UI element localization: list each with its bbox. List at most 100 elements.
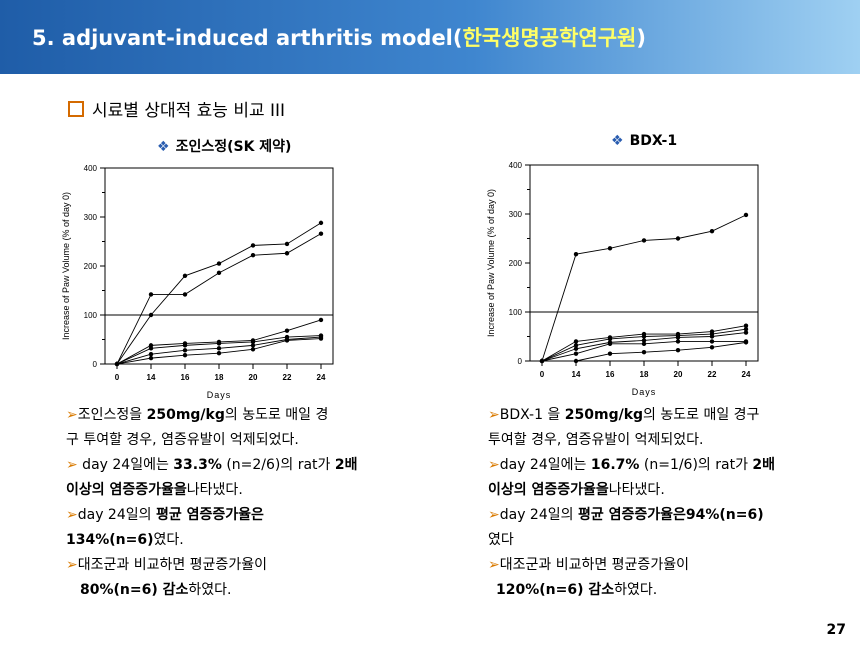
- right-note-4b: 120%(n=6) 감소하였다.: [488, 578, 828, 603]
- x-tick-label: 22: [708, 370, 717, 379]
- x-tick-label: 18: [215, 373, 224, 382]
- data-point: [743, 323, 749, 328]
- note-text: 였다.: [153, 532, 184, 548]
- data-point: [641, 334, 647, 339]
- note-bold: 33.3%: [173, 457, 222, 473]
- left-chart-title: ❖ 조인스정(SK 제약): [157, 136, 291, 156]
- note-text: 대조군과 비교하면 평균증가율이: [77, 557, 267, 573]
- data-point: [148, 292, 154, 297]
- data-point: [539, 358, 545, 364]
- y-tick-label: 400: [509, 161, 523, 170]
- y-axis-label: Increase of Paw Volume (% of day 0): [61, 192, 71, 340]
- data-point: [216, 261, 222, 266]
- right-note-2: ➢day 24일에는 16.7% (n=1/6)의 rat가 2배: [488, 453, 828, 478]
- data-point: [675, 348, 681, 353]
- x-tick-label: 24: [742, 370, 751, 379]
- arrow-bullet-icon: ➢: [66, 457, 78, 473]
- note-bold: 이상의 염증증가율을: [488, 482, 609, 498]
- note-text: 하였다.: [614, 582, 658, 598]
- data-point: [148, 312, 154, 318]
- note-bold: 80%(n=6) 감소: [80, 582, 189, 598]
- title-banner: 5. adjuvant-induced arthritis model(한국생명…: [0, 0, 860, 74]
- data-point: [675, 236, 681, 241]
- right-note-4: ➢대조군과 비교하면 평균증가율이: [488, 553, 828, 578]
- data-point: [182, 352, 188, 358]
- left-note-2: ➢ day 24일에는 33.3% (n=2/6)의 rat가 2배: [66, 453, 396, 478]
- title-main: 5. adjuvant-induced arthritis model(: [32, 26, 463, 50]
- data-point: [250, 339, 256, 345]
- arrow-bullet-icon: ➢: [66, 407, 78, 423]
- data-point: [573, 251, 579, 257]
- data-point: [709, 339, 715, 344]
- right-note-1: ➢BDX-1 을 250mg/kg의 농도로 매일 경구: [488, 403, 828, 428]
- data-point: [318, 220, 324, 226]
- data-point: [573, 343, 579, 348]
- data-point: [182, 348, 188, 353]
- right-chart-title-text: BDX-1: [629, 133, 678, 149]
- data-point: [641, 349, 647, 355]
- note-bold: 120%(n=6) 감소: [496, 582, 615, 598]
- data-point: [284, 251, 290, 256]
- note-text: (n=2/6)의 rat가: [221, 457, 335, 473]
- note-text: 의 농도로 매일 경: [224, 407, 329, 423]
- page-title: 5. adjuvant-induced arthritis model(한국생명…: [32, 22, 646, 52]
- note-text: 투여할 경우, 염증유발이 억제되었다.: [488, 432, 704, 448]
- note-text: day 24일에는: [499, 457, 591, 473]
- note-text: 하였다.: [188, 582, 232, 598]
- y-axis-label: Increase of Paw Volume (% of day 0): [486, 189, 496, 337]
- note-text: 의 농도로 매일 경구: [643, 407, 760, 423]
- data-point: [148, 346, 154, 351]
- data-point: [709, 228, 715, 234]
- data-point: [284, 328, 290, 333]
- data-point: [641, 338, 647, 343]
- note-text: day 24일에는: [77, 457, 174, 473]
- right-note-2b: 이상의 염증증가율을나타냈다.: [488, 478, 828, 503]
- x-tick-label: 16: [181, 373, 190, 382]
- y-tick-label: 0: [518, 357, 523, 366]
- note-bold: 250mg/kg: [146, 407, 225, 423]
- data-point: [607, 336, 613, 342]
- note-text: 조인스정을: [77, 407, 147, 423]
- diamond-bullet-icon: ❖: [611, 133, 624, 149]
- data-point: [148, 352, 154, 357]
- data-point: [284, 338, 290, 343]
- left-notes: ➢조인스정을 250mg/kg의 농도로 매일 경 구 투여할 경우, 염증유발…: [66, 403, 396, 603]
- x-tick-label: 0: [540, 370, 545, 379]
- y-tick-label: 300: [509, 210, 523, 219]
- data-point: [318, 231, 324, 236]
- note-bold: 250mg/kg: [564, 407, 644, 423]
- x-tick-label: 14: [572, 370, 581, 379]
- data-point: [607, 341, 613, 347]
- left-chart: 0 100 200 300 400 0 14 16 18 20 22 24 Days Increase o…: [61, 164, 334, 400]
- x-tick-label: 24: [317, 373, 326, 382]
- data-point: [743, 326, 749, 332]
- checkbox-bullet-icon: [68, 101, 84, 117]
- note-bold: 평균 염증증가율은: [155, 507, 264, 523]
- left-chart-title-text: 조인스정(SK 제약): [175, 139, 292, 155]
- plot-frame: [104, 167, 334, 365]
- data-point: [182, 343, 188, 348]
- left-note-1: ➢조인스정을 250mg/kg의 농도로 매일 경: [66, 403, 396, 428]
- right-chart-title: ❖ BDX-1: [611, 133, 677, 149]
- data-point: [182, 292, 188, 297]
- right-note-1b: 투여할 경우, 염증유발이 억제되었다.: [488, 428, 828, 453]
- note-bold: 94%(n=6): [685, 507, 764, 523]
- x-tick-label: 20: [249, 373, 258, 382]
- data-point: [216, 346, 222, 351]
- data-point: [607, 351, 613, 356]
- data-point: [318, 336, 324, 341]
- y-tick-label: 400: [84, 164, 98, 173]
- y-tick-label: 100: [509, 308, 523, 317]
- x-axis-label: Days: [632, 387, 657, 397]
- note-text: 대조군과 비교하면 평균증가율이: [499, 557, 689, 573]
- data-point: [318, 317, 324, 323]
- subtitle-text: 시료별 상대적 효능 비교 III: [92, 101, 286, 121]
- note-bold: 134%(n=6): [66, 532, 154, 548]
- right-notes: ➢BDX-1 을 250mg/kg의 농도로 매일 경구 투여할 경우, 염증유…: [488, 403, 828, 603]
- left-note-2b: 이상의 염증증가율을나타냈다.: [66, 478, 396, 503]
- arrow-bullet-icon: ➢: [66, 507, 78, 523]
- y-tick-label: 200: [509, 259, 523, 268]
- arrow-bullet-icon: ➢: [488, 557, 500, 573]
- note-bold: 이상의 염증증가율을: [66, 482, 187, 498]
- y-tick-label: 300: [84, 213, 98, 222]
